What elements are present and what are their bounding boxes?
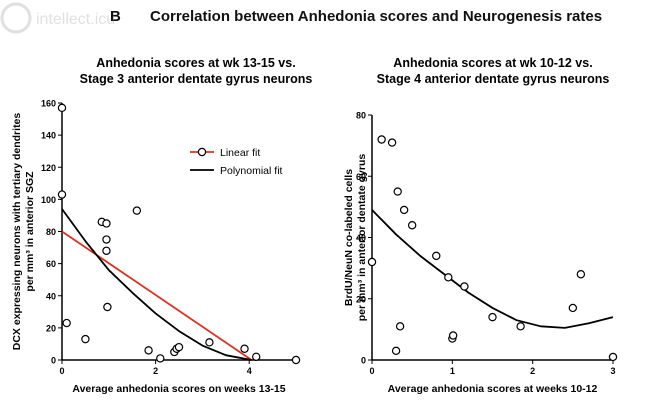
chart1-y-tick-label: 100 (41, 195, 56, 205)
chart2-data-point (367, 257, 377, 267)
chart1-title-line-2: Stage 3 anterior dentate gyrus neurons (80, 72, 313, 86)
chart2-data-point (387, 138, 397, 147)
chart1-legend-label: Polynomial fit (220, 165, 283, 177)
chart1-y-tick-label: 0 (51, 356, 56, 366)
chart1-data-point (102, 246, 111, 255)
chart1-y-tick-label: 160 (41, 99, 56, 109)
chart2-data-point (460, 282, 469, 291)
chart1-data-point (103, 302, 112, 312)
chart1-data-point (144, 346, 153, 355)
chart2-data-point (568, 303, 578, 313)
chart1-data-point (102, 235, 111, 244)
chart2-y-axis-label-line-2: per mm³ in anterior dentate gyrus (356, 154, 368, 322)
chart1-y-axis-label-line-2: per mm³ in anterior SGZ (24, 171, 36, 292)
chart1-data-point (62, 318, 71, 328)
chart2-data-point (608, 352, 618, 362)
chart2-data-point (444, 273, 453, 282)
chart2-data-point (432, 251, 441, 261)
chart2-x-tick-label: 0 (369, 366, 374, 376)
chart2-data-point (516, 322, 525, 331)
chart1-x-tick-label: 2 (153, 366, 158, 376)
chart2-x-tick-label: 3 (610, 366, 615, 376)
chart2-y-tick-label: 40 (356, 233, 366, 243)
chart1-data-point (132, 206, 142, 215)
chart2-data-point (399, 205, 409, 215)
chart1-polynomial-fit (61, 208, 252, 361)
chart1-y-tick-label: 80 (46, 227, 56, 237)
chart2-data-point (393, 187, 402, 196)
figure-title: Correlation between Anhedonia scores and… (150, 8, 603, 25)
chart1-title-line-1: Anhedonia scores at wk 13-15 vs. (96, 56, 295, 70)
figure-header: B Correlation between Anhedonia scores a… (0, 8, 653, 30)
chart2-x-tick-label: 1 (450, 366, 455, 376)
chart1-data-point (205, 338, 214, 347)
chart1-data-point (57, 190, 67, 199)
chart2-title-line-1: Anhedonia scores at wk 10-12 vs. (393, 56, 592, 70)
chart2-data-point (407, 221, 417, 230)
chart1-y-tick-label: 60 (46, 259, 56, 269)
chart2-y-tick-label: 0 (361, 356, 366, 366)
chart2-y-tick-label: 20 (356, 294, 366, 304)
chart1-y-tick-label: 120 (41, 163, 56, 173)
chart2-data-point (576, 270, 586, 279)
chart1-linear-fit (61, 230, 253, 361)
chart1-y-axis-label-line-1: DCX expressing neurons with tertiary den… (11, 113, 23, 351)
chart2-x-axis-label: Average anhedonia scores at weeks 10-12 (388, 383, 598, 395)
watermark-text: intellect.icu (36, 11, 115, 28)
chart1-data-point (240, 344, 249, 353)
chart2-x-tick-label: 2 (530, 366, 535, 376)
chart1-y-tick-label: 140 (41, 131, 56, 141)
chart2-title-line-2: Stage 4 anterior dentate gyrus neurons (377, 72, 610, 86)
chart1-x-axis-label: Average anhedonia scores on weeks 13-15 (72, 383, 285, 395)
panel-letter: B (110, 8, 121, 25)
chart2-data-point (448, 331, 458, 340)
chart1-legend-label: Linear fit (220, 147, 260, 159)
chart2-data-point (377, 135, 386, 144)
chart1-data-point (156, 354, 165, 363)
chart2-fit-curve (371, 209, 614, 329)
chart1-data-point (57, 103, 67, 113)
chart2-data-point (488, 312, 497, 322)
chart1-x-tick-label: 0 (59, 366, 64, 376)
watermark-logo: intellect.icu (0, 2, 115, 34)
chart1-data-point (81, 334, 90, 344)
chart1-data-point (102, 219, 111, 228)
chart1-data-point (252, 352, 261, 361)
chart1-data-point (174, 342, 184, 352)
chart2-data-point (395, 322, 405, 331)
chart1-legend-swatch-marker (197, 147, 207, 157)
chart1-x-tick-label: 4 (247, 366, 252, 376)
chart2-data-point (391, 346, 401, 356)
chart2-y-axis-label-line-1: BrdU/NeuN co-labeled cells (343, 169, 355, 306)
chart1-y-tick-label: 20 (46, 323, 56, 333)
chart1-data-point (291, 355, 301, 365)
chart2-y-tick-label: 80 (356, 111, 366, 121)
chart1-y-tick-label: 40 (46, 291, 56, 301)
chart2-y-tick-label: 60 (356, 172, 366, 182)
